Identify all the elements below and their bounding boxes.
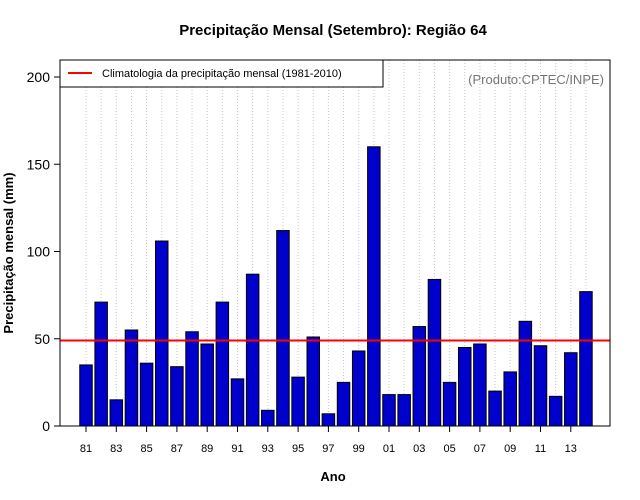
bar bbox=[382, 394, 396, 427]
bar bbox=[139, 362, 154, 427]
bar bbox=[245, 273, 260, 427]
x-tick-label: 09 bbox=[504, 443, 516, 455]
x-tick-label: 01 bbox=[383, 443, 395, 455]
bar bbox=[321, 413, 336, 427]
bar bbox=[79, 364, 93, 427]
x-tick-label: 85 bbox=[140, 443, 152, 455]
bar bbox=[564, 352, 578, 427]
bar bbox=[351, 350, 366, 427]
x-tick-label: 03 bbox=[413, 443, 425, 455]
bar bbox=[548, 395, 563, 427]
y-tick-label: 200 bbox=[27, 69, 51, 85]
bar bbox=[94, 301, 108, 427]
bar bbox=[185, 331, 199, 427]
bar bbox=[488, 390, 502, 427]
bar bbox=[170, 366, 184, 427]
x-tick-label: 81 bbox=[80, 443, 92, 455]
bar bbox=[458, 346, 472, 427]
bar bbox=[215, 301, 230, 427]
legend-label: Climatologia da precipitação mensal (198… bbox=[102, 68, 342, 80]
x-tick-label: 11 bbox=[535, 443, 546, 455]
bar bbox=[397, 394, 411, 427]
x-tick-label: 07 bbox=[474, 443, 486, 455]
bar bbox=[336, 381, 351, 427]
legend: Climatologia da precipitação mensal (198… bbox=[59, 59, 384, 88]
x-axis: 81 83 85 87 89 91 93 95 97 99 01 03 05 07 09 11 13 bbox=[80, 426, 577, 455]
bar bbox=[533, 345, 548, 427]
legend-box bbox=[59, 59, 384, 88]
credit-watermark: (Produto:CPTEC/INPE) bbox=[468, 72, 604, 87]
x-tick-label: 91 bbox=[231, 443, 243, 455]
bar bbox=[124, 329, 139, 427]
bar bbox=[291, 376, 305, 427]
bar bbox=[367, 146, 381, 427]
bar bbox=[427, 278, 442, 427]
bar bbox=[155, 240, 169, 427]
y-tick-label: 50 bbox=[34, 331, 50, 347]
y-tick-label: 150 bbox=[27, 156, 51, 172]
x-tick-label: 95 bbox=[292, 443, 304, 455]
bars-layer bbox=[79, 146, 593, 427]
bar bbox=[306, 336, 320, 427]
bar bbox=[230, 378, 245, 427]
x-tick-label: 83 bbox=[110, 443, 122, 455]
grid-layer bbox=[85, 60, 587, 426]
x-tick-label: 99 bbox=[353, 443, 365, 455]
bar bbox=[579, 291, 593, 427]
x-axis-label: Ano bbox=[320, 469, 345, 484]
x-tick-label: 93 bbox=[262, 443, 274, 455]
bar bbox=[503, 371, 517, 427]
bar bbox=[276, 230, 290, 427]
bar bbox=[200, 343, 214, 427]
x-tick-label: 87 bbox=[171, 443, 183, 455]
y-axis-label: Precipitação mensal (mm) bbox=[1, 172, 16, 333]
bar bbox=[109, 399, 124, 427]
y-tick-label: 0 bbox=[42, 418, 50, 434]
bar bbox=[518, 320, 533, 427]
chart-title: Precipitação Mensal (Setembro): Região 6… bbox=[179, 22, 487, 39]
bar bbox=[473, 343, 487, 427]
y-axis: 0 50 100 150 200 bbox=[27, 69, 60, 434]
x-tick-label: 13 bbox=[565, 443, 577, 455]
x-tick-label: 89 bbox=[201, 443, 213, 455]
x-tick-label: 05 bbox=[443, 443, 455, 455]
x-tick-label: 97 bbox=[322, 443, 334, 455]
bar bbox=[261, 409, 275, 427]
bar bbox=[442, 381, 457, 427]
y-tick-label: 100 bbox=[27, 244, 51, 260]
